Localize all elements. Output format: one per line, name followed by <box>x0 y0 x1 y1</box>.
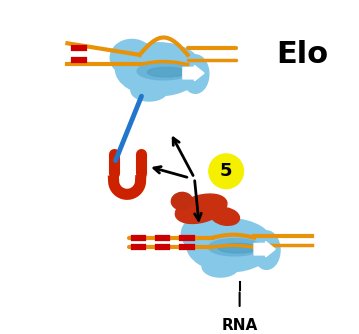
Circle shape <box>209 154 243 189</box>
Text: 5: 5 <box>220 162 232 180</box>
Ellipse shape <box>202 256 239 277</box>
Ellipse shape <box>147 67 186 77</box>
Ellipse shape <box>175 194 227 223</box>
Ellipse shape <box>131 80 168 101</box>
FancyArrow shape <box>254 241 275 257</box>
Ellipse shape <box>219 243 257 253</box>
Ellipse shape <box>137 62 190 80</box>
Ellipse shape <box>182 55 209 93</box>
Text: Elo: Elo <box>276 40 328 69</box>
FancyArrow shape <box>183 65 204 81</box>
Ellipse shape <box>211 207 239 225</box>
Text: RNA: RNA <box>222 318 258 333</box>
Ellipse shape <box>116 43 202 96</box>
Ellipse shape <box>171 192 192 210</box>
Ellipse shape <box>208 238 261 256</box>
Ellipse shape <box>187 219 273 272</box>
Ellipse shape <box>253 231 280 269</box>
Ellipse shape <box>181 215 225 252</box>
Ellipse shape <box>110 39 154 76</box>
